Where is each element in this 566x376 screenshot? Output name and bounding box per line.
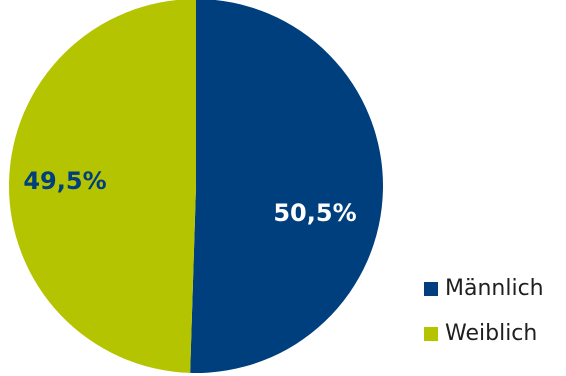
legend-label-weiblich: Weiblich	[445, 321, 537, 346]
legend: Männlich Weiblich	[424, 276, 544, 346]
pie-slice-männlich	[190, 0, 383, 373]
pie-slice-weiblich	[9, 0, 196, 373]
pie-slices	[9, 0, 383, 373]
legend-swatch-weiblich	[424, 327, 438, 341]
pie-slice-labels: 50,5% 49,5%	[23, 167, 356, 227]
slice-label-männlich: 50,5%	[273, 199, 356, 227]
slice-label-weiblich: 49,5%	[23, 167, 106, 195]
legend-swatch-männlich	[424, 282, 438, 296]
legend-label-männlich: Männlich	[445, 276, 544, 301]
